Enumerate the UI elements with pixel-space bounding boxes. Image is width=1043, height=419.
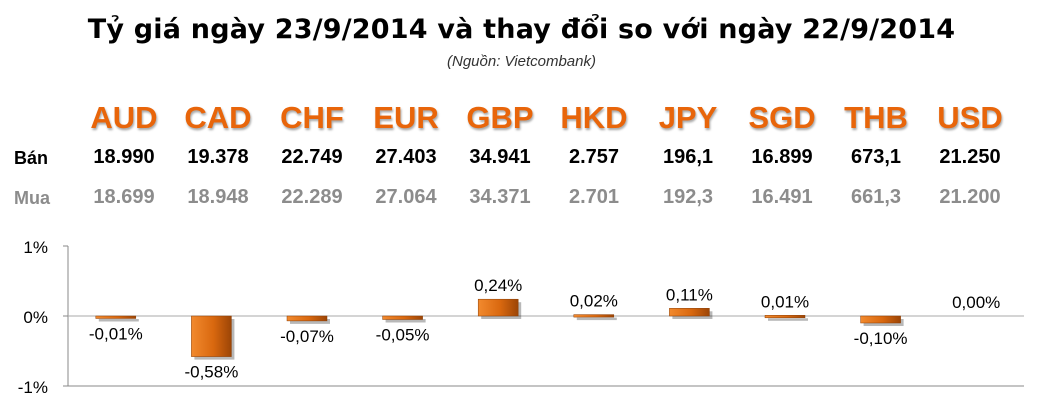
bar-cad [191, 315, 232, 357]
currency-code-chf: CHF [280, 100, 344, 135]
buy-rate-gbp: 34.371 [469, 186, 531, 208]
data-label-jpy: 0,11% [666, 285, 713, 304]
source-note: (Nguồn: Vietcombank) [447, 53, 596, 70]
data-label-hkd: 0,02% [570, 292, 618, 311]
buy-rate-chf: 22.289 [281, 186, 343, 208]
y-tick-label: -1% [18, 378, 48, 397]
bar-hkd [573, 314, 615, 318]
sell-rate-chf: 22.749 [281, 146, 343, 168]
sell-rate-usd: 21.250 [939, 146, 1001, 168]
buy-rate-jpy: 192,3 [662, 186, 714, 208]
data-label-eur: -0,05% [376, 326, 430, 345]
data-label-usd: 0,00% [952, 293, 1000, 312]
bar-sgd [764, 315, 806, 319]
currency-code-cad: CAD [184, 100, 252, 135]
sell-rate-cad: 19.378 [187, 146, 249, 168]
y-tick-label: 0% [23, 308, 48, 327]
bar-shadow [576, 317, 617, 321]
bar-shadow [385, 319, 426, 323]
currency-code-aud: AUD [90, 100, 158, 135]
data-label-chf: -0,07% [280, 327, 334, 346]
data-label-sgd: 0,01% [761, 292, 809, 311]
currency-code-thb: THB [844, 100, 908, 135]
data-label-aud: -0,01% [89, 325, 143, 344]
currency-code-gbp: GBP [466, 100, 534, 135]
buy-rate-eur: 27.064 [375, 186, 437, 208]
sell-rate-gbp: 34.941 [469, 146, 531, 168]
bar-gbp [477, 298, 519, 317]
buy-rate-aud: 18.699 [93, 186, 155, 208]
bar-shadow [98, 319, 139, 322]
currency-code-sgd: SGD [748, 100, 816, 135]
buy-rate-sgd: 16.491 [751, 186, 813, 208]
bar-shadow [768, 318, 808, 321]
sell-rate-hkd: 2.757 [568, 146, 620, 168]
currency-code-hkd: HKD [560, 100, 628, 135]
sell-rate-thb: 673,1 [850, 146, 902, 168]
chart-title: Tỷ giá ngày 23/9/2014 và thay đổi so với… [87, 14, 956, 45]
currency-code-usd: USD [937, 100, 1003, 135]
currency-code-eur: EUR [373, 100, 439, 135]
currency-code-jpy: JPY [658, 100, 718, 135]
sell-rate-eur: 27.403 [375, 146, 437, 168]
change-bar-chart: 1% 0% -1% -0,01% -0,58% -0,07% -0,05% 0,24% 0,0… [18, 238, 1024, 397]
buy-row-label: Mua [14, 188, 50, 208]
bar-thb [860, 315, 901, 324]
buy-rate-hkd: 2.701 [568, 186, 620, 208]
bar-aud [95, 315, 137, 319]
bar-eur [382, 315, 423, 320]
bar-chf [286, 315, 328, 322]
buy-rate-usd: 21.200 [939, 186, 1001, 208]
sell-rate-aud: 18.990 [93, 146, 155, 168]
data-label-thb: -0,10% [854, 329, 908, 348]
y-tick-label: 1% [23, 238, 48, 257]
bar-shadow [290, 319, 330, 324]
sell-row-label: Bán [14, 148, 49, 168]
buy-rate-thb: 661,3 [850, 186, 902, 208]
sell-rate-jpy: 196,1 [662, 146, 714, 168]
bar-jpy [669, 308, 710, 317]
data-label-gbp: 0,24% [474, 276, 522, 295]
buy-rate-cad: 18.948 [187, 186, 249, 208]
data-label-cad: -0,58% [184, 363, 238, 382]
sell-rate-sgd: 16.899 [751, 146, 813, 168]
